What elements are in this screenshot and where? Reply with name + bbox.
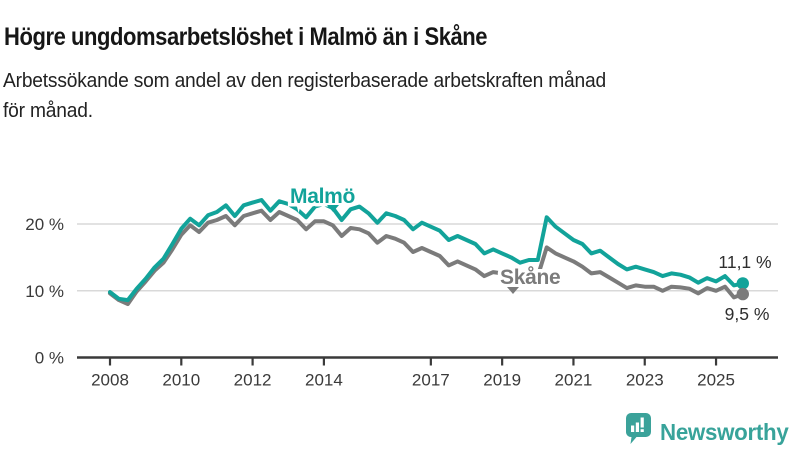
y-tick-label-10: 10 % xyxy=(25,282,64,301)
line-chart: 0 % 10 % 20 % 2008 2010 2012 2014 2017 2019 2021 2… xyxy=(0,140,800,400)
skane-series-label: Skåne xyxy=(500,266,560,289)
malmo-label-caret-icon xyxy=(327,205,339,212)
x-tick-label-2017: 2017 xyxy=(412,371,450,390)
page-title: Högre ungdomsarbetslöshet i Malmö än i S… xyxy=(4,22,488,51)
brand-name: Newsworthy xyxy=(659,419,789,445)
x-tick-label-2012: 2012 xyxy=(234,371,272,390)
x-tick-label-2010: 2010 xyxy=(162,371,200,390)
y-tick-label-0: 0 % xyxy=(35,349,64,368)
subtitle-line-2: för månad. xyxy=(3,100,93,122)
bar-1 xyxy=(630,425,634,432)
chart-subtitle: Arbetssökande som andel av den registerb… xyxy=(3,66,606,126)
x-tick-label-2023: 2023 xyxy=(626,371,664,390)
skane-end-dot xyxy=(736,287,749,301)
skane-label-caret-icon xyxy=(507,287,519,294)
skane-line xyxy=(108,208,745,307)
x-tick-label-2019: 2019 xyxy=(483,371,521,390)
y-tick-label-20: 20 % xyxy=(25,215,64,234)
x-tick-label-2014: 2014 xyxy=(305,371,343,390)
x-tick-label-2008: 2008 xyxy=(91,371,129,390)
bar-2 xyxy=(635,422,639,432)
exclamation-bar xyxy=(640,417,644,428)
skane-end-value-label: 9,5 % xyxy=(725,304,770,324)
malmo-line xyxy=(108,198,745,303)
malmo-end-dot xyxy=(736,277,749,290)
malmo-end-value-label: 11,1 % xyxy=(718,252,771,272)
x-tick-label-2021: 2021 xyxy=(555,371,593,390)
chart-canvas: 0 % 10 % 20 % 2008 2010 2012 2014 2017 2019 2021 2… xyxy=(25,182,778,390)
exclamation-dot xyxy=(640,429,644,432)
x-tick-label-2025: 2025 xyxy=(697,371,735,390)
malmo-series-label: Malmö xyxy=(290,185,355,208)
newsworthy-logo[interactable]: Newsworthy xyxy=(625,413,792,447)
subtitle-line-1: Arbetssökande som andel av den registerb… xyxy=(3,70,606,92)
newsworthy-bubble-icon xyxy=(625,413,651,444)
